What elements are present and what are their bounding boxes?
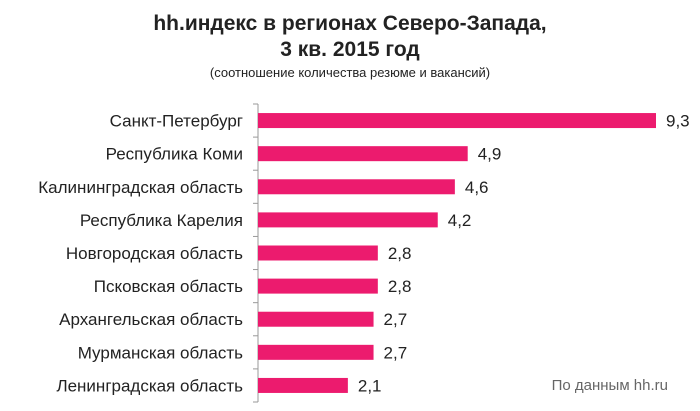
bar <box>258 344 374 360</box>
value-label: 2,1 <box>358 376 382 395</box>
category-label: Псковская область <box>94 277 243 296</box>
value-label: 4,2 <box>448 211 472 230</box>
bars <box>258 113 656 393</box>
category-label: Санкт-Петербург <box>110 112 243 131</box>
category-label: Новгородская область <box>66 244 243 263</box>
category-label: Архангельская область <box>59 310 243 329</box>
category-label: Калининградская область <box>38 178 243 197</box>
chart-title-line2: 3 кв. 2015 год <box>280 38 420 61</box>
category-label: Ленинградская область <box>56 376 243 395</box>
bar <box>258 245 378 261</box>
chart-title-line1: hh.индекс в регионах Северо-Запада, <box>153 12 546 35</box>
value-label: 2,8 <box>388 277 412 296</box>
value-label: 2,7 <box>384 310 408 329</box>
bar <box>258 113 656 129</box>
value-label: 4,9 <box>478 145 502 164</box>
chart-subtitle: (соотношение количества резюме и ваканси… <box>210 65 490 80</box>
value-label: 4,6 <box>465 178 489 197</box>
bar <box>258 278 378 294</box>
category-labels: Санкт-Петербург Республика Коми Калинингра… <box>38 112 243 396</box>
bar <box>258 377 348 393</box>
bar <box>258 146 468 162</box>
source-note: По данным hh.ru <box>552 377 668 394</box>
category-label: Мурманская область <box>78 343 243 362</box>
category-label: Республика Карелия <box>80 211 243 230</box>
category-label: Республика Коми <box>106 145 243 164</box>
bar <box>258 311 374 327</box>
bar <box>258 212 438 228</box>
value-label: 9,3 <box>666 112 690 131</box>
y-axis-ticks <box>253 103 258 403</box>
value-label: 2,8 <box>388 244 412 263</box>
value-labels: 9,34,94,64,22,82,82,72,72,1 <box>358 112 690 396</box>
bar <box>258 179 455 195</box>
value-label: 2,7 <box>384 343 408 362</box>
